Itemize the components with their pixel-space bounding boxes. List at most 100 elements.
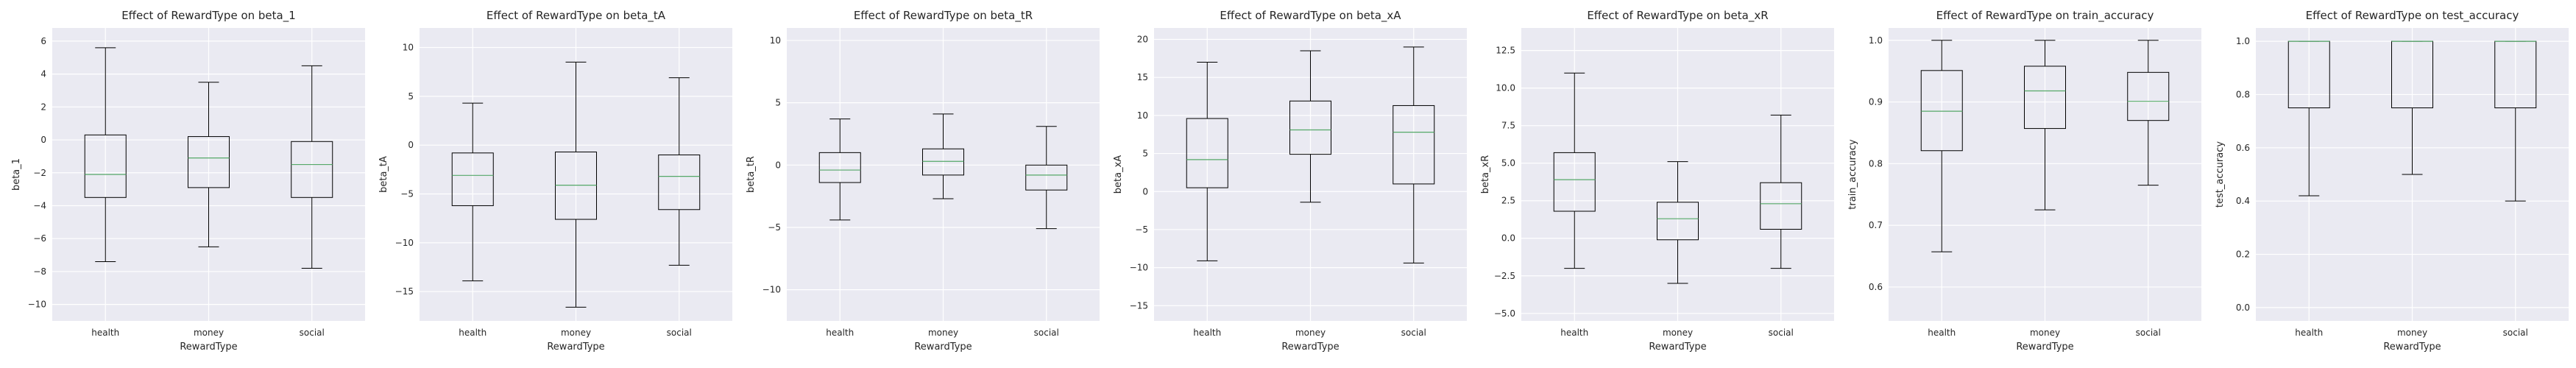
- y-tick-label: 20: [1137, 35, 1148, 45]
- box-social: [1393, 46, 1435, 263]
- y-tick-label: 10: [770, 35, 781, 46]
- chart-title: Effect of RewardType on beta_tA: [486, 9, 666, 23]
- y-axis-label: beta_xA: [1113, 155, 1124, 194]
- x-tick-label: social: [2503, 328, 2528, 338]
- box-money: [2024, 40, 2066, 210]
- y-tick-label: 12.5: [1496, 46, 1515, 56]
- box-iqr: [291, 141, 333, 198]
- y-tick-label: 1.0: [1869, 35, 1883, 46]
- x-tick-label: health: [459, 328, 486, 338]
- x-tick-label: health: [1560, 328, 1588, 338]
- y-axis-label: beta_tR: [746, 156, 757, 193]
- y-tick-label: 0.8: [1869, 158, 1883, 169]
- y-tick-label: 5: [408, 91, 414, 102]
- chart-panel-6: 1.0 0.9 0.8 0.7 0.6 health money social Effect o…: [1847, 9, 2201, 353]
- y-tick-label: 5: [775, 98, 781, 108]
- chart-title: Effect of RewardType on test_accuracy: [2306, 9, 2519, 23]
- box-iqr: [451, 152, 494, 206]
- x-tick-label: money: [561, 328, 591, 338]
- x-tick-label: health: [1193, 328, 1221, 338]
- y-tick-label: −6: [33, 233, 46, 244]
- x-axis-label: RewardType: [2016, 342, 2073, 353]
- chart-title: Effect of RewardType on beta_tR: [854, 9, 1033, 23]
- x-tick-label: health: [826, 328, 854, 338]
- y-tick-label: 0.0: [1501, 233, 1515, 244]
- x-tick-label: social: [1769, 328, 1794, 338]
- box-social: [2127, 40, 2170, 186]
- chart-panel-4: 20 15 10 5 0 −5 −10 −15 health money social Effect …: [1113, 9, 1467, 353]
- box-iqr: [1289, 100, 1331, 155]
- box-social: [658, 77, 701, 266]
- chart-title: Effect of RewardType on train_accuracy: [1936, 9, 2154, 23]
- box-social: [1760, 114, 1802, 269]
- x-tick-label: health: [1928, 328, 1956, 338]
- box-social: [2494, 40, 2537, 202]
- box-money: [1657, 161, 1699, 284]
- x-tick-label: money: [1295, 328, 1326, 338]
- box-iqr: [922, 148, 964, 176]
- box-iqr: [188, 136, 230, 188]
- chart-panel-3: 10 5 0 −5 −10 health money social Effect of Rewa…: [746, 9, 1100, 353]
- box-health: [2287, 40, 2330, 197]
- y-tick-label: 0: [408, 140, 414, 150]
- y-tick-label: 2.5: [1501, 196, 1515, 206]
- chart-panel-1: 6 4 2 0 −2 −4 −6 −8 −10 health money social Effect o…: [11, 9, 365, 353]
- box-iqr: [555, 151, 597, 220]
- x-axis-label: RewardType: [914, 342, 972, 353]
- y-tick-label: 0.6: [2236, 143, 2250, 153]
- y-tick-label: −15: [1130, 300, 1148, 311]
- box-iqr: [2024, 66, 2066, 130]
- box-social: [1025, 126, 1068, 230]
- y-tick-label: −2.5: [1494, 271, 1515, 281]
- y-axis-label: beta_xR: [1480, 155, 1491, 194]
- y-tick-label: 1.0: [2236, 36, 2250, 46]
- chart-title: Effect of RewardType on beta_xA: [1220, 9, 1401, 23]
- y-tick-label: −10: [28, 300, 46, 310]
- box-money: [2391, 40, 2433, 175]
- y-tick-label: 7.5: [1501, 121, 1515, 131]
- y-tick-label: 10.0: [1496, 83, 1515, 93]
- box-iqr: [658, 154, 701, 210]
- box-money: [555, 61, 597, 308]
- y-tick-label: 0: [1142, 186, 1148, 197]
- chart-title: Effect of RewardType on beta_1: [121, 9, 296, 23]
- box-social: [291, 65, 333, 269]
- box-iqr: [1760, 182, 1802, 230]
- y-tick-label: −10: [1130, 263, 1148, 273]
- y-tick-label: −10: [762, 285, 781, 295]
- y-tick-label: 0: [40, 135, 46, 145]
- box-iqr: [1657, 202, 1699, 241]
- box-iqr: [1393, 105, 1435, 185]
- y-tick-label: −8: [33, 266, 46, 277]
- box-iqr: [1553, 152, 1596, 212]
- box-iqr: [1025, 164, 1068, 191]
- box-iqr: [84, 134, 127, 198]
- box-money: [188, 82, 230, 247]
- y-tick-label: −5: [1135, 224, 1148, 235]
- y-axis-label: beta_tA: [378, 156, 389, 193]
- y-tick-label: −5: [400, 189, 414, 199]
- x-tick-label: money: [928, 328, 958, 338]
- box-iqr: [1920, 70, 1963, 152]
- x-tick-label: social: [667, 328, 692, 338]
- x-axis-label: RewardType: [1649, 342, 1706, 353]
- box-iqr: [1186, 118, 1228, 188]
- y-tick-label: 5: [1142, 149, 1148, 159]
- x-tick-label: money: [194, 328, 224, 338]
- y-tick-label: −15: [395, 286, 414, 297]
- y-axis-label: beta_1: [11, 158, 22, 191]
- y-tick-label: 0.8: [2236, 89, 2250, 99]
- y-tick-label: 0.6: [1869, 282, 1883, 292]
- x-tick-label: social: [2136, 328, 2161, 338]
- y-tick-label: 15: [1137, 72, 1148, 82]
- y-tick-label: −5: [768, 222, 781, 233]
- x-tick-label: health: [91, 328, 119, 338]
- y-tick-label: 0.4: [2236, 196, 2250, 206]
- box-iqr: [818, 152, 861, 183]
- y-tick-label: −2: [33, 168, 46, 178]
- box-money: [922, 113, 964, 199]
- x-tick-label: money: [2030, 328, 2060, 338]
- y-tick-label: 2: [40, 102, 46, 112]
- y-tick-label: 6: [40, 36, 46, 46]
